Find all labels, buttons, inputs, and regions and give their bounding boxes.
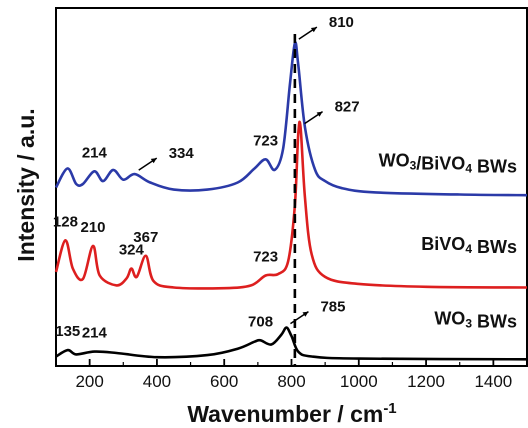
x-axis-title: Wavenumber / cm-1 bbox=[187, 400, 396, 427]
peak-arrow-head bbox=[316, 111, 323, 117]
x-tick-label: 600 bbox=[210, 372, 238, 391]
peak-label: 214 bbox=[82, 144, 108, 161]
series-label-0: WO3 BWs bbox=[434, 309, 517, 332]
axis-layer: 200 400 600 800 1000 1200 1400 bbox=[55, 359, 528, 391]
x-tick-label: 200 bbox=[75, 372, 103, 391]
peak-label: 723 bbox=[253, 132, 278, 149]
peak-label: 708 bbox=[248, 313, 273, 330]
peak-label: 723 bbox=[253, 249, 278, 266]
peak-label: 210 bbox=[80, 219, 105, 236]
peak-arrow-head bbox=[310, 27, 317, 33]
series-line-1 bbox=[54, 120, 528, 290]
x-tick-label: 400 bbox=[143, 372, 171, 391]
series-line-2 bbox=[54, 41, 528, 197]
series-label-2: WO3/BiVO4 BWs bbox=[379, 151, 517, 177]
peak-label: 827 bbox=[335, 99, 360, 116]
peak-label: 324 bbox=[119, 241, 145, 258]
peak-label: 785 bbox=[320, 299, 345, 316]
x-tick-label: 1000 bbox=[340, 372, 378, 391]
peak-label: 810 bbox=[329, 14, 354, 31]
peak-label: 128 bbox=[53, 213, 78, 230]
peak-label: 367 bbox=[133, 229, 158, 246]
y-axis-title: Intensity / a.u. bbox=[13, 108, 39, 261]
peak-arrow-head bbox=[150, 158, 157, 164]
peak-label: 135 bbox=[55, 323, 80, 340]
x-axis-title-sup: -1 bbox=[383, 400, 396, 417]
x-tick-label: 1400 bbox=[474, 372, 512, 391]
x-axis-title-main: Wavenumber / cm bbox=[187, 401, 383, 427]
x-tick-label: 800 bbox=[277, 372, 305, 391]
peak-arrow-head bbox=[302, 311, 309, 317]
x-tick-label: 1200 bbox=[407, 372, 445, 391]
series-label-1: BiVO4 BWs bbox=[421, 234, 517, 257]
series-line-0 bbox=[55, 326, 528, 361]
peak-label: 334 bbox=[169, 145, 195, 162]
series-layer bbox=[54, 41, 528, 361]
peak-label: 214 bbox=[82, 325, 108, 342]
